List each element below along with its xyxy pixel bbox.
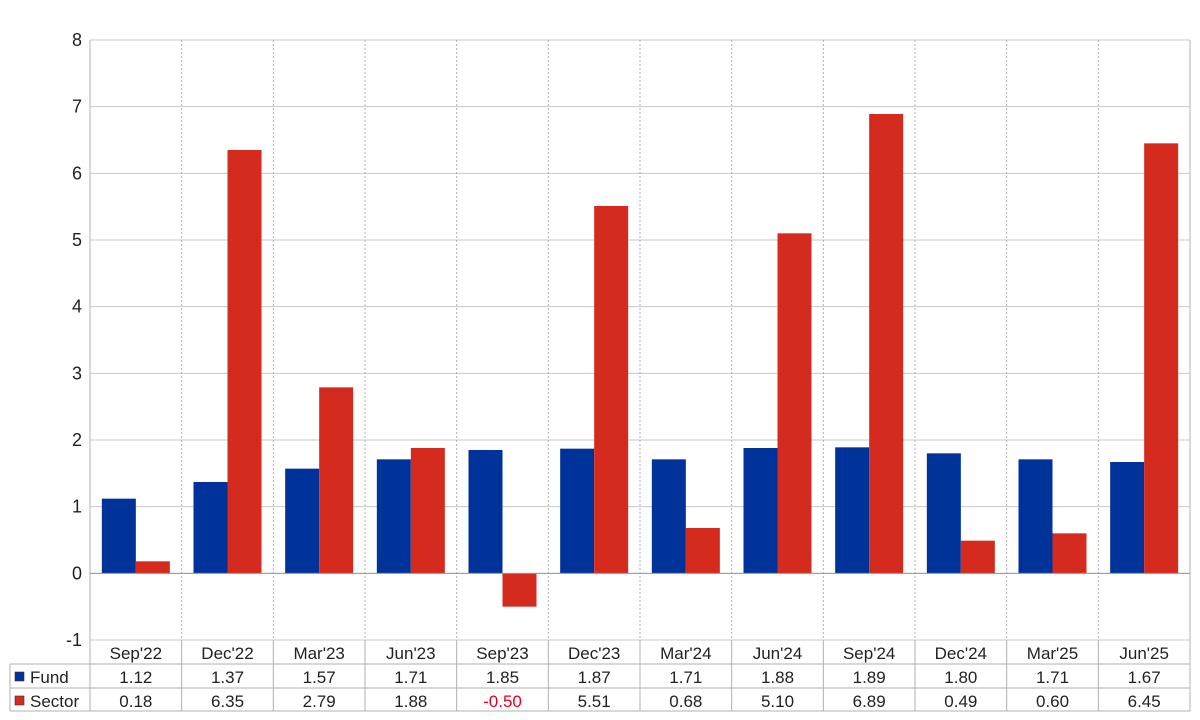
y-tick-label: 7	[72, 97, 82, 117]
x-tick-label: Sep'22	[110, 644, 162, 663]
sector-data-label: 1.88	[394, 692, 427, 711]
y-tick-label: 8	[72, 30, 82, 50]
y-tick-label: 2	[72, 430, 82, 450]
x-tick-label: Jun'23	[386, 644, 436, 663]
fund-bar	[835, 447, 870, 574]
legend-swatch-fund	[14, 671, 25, 682]
sector-data-label: 2.79	[303, 692, 336, 711]
x-tick-label: Dec'24	[935, 644, 987, 663]
fund-data-label: 1.89	[853, 668, 886, 687]
y-tick-label: 3	[72, 363, 82, 383]
y-tick-label: 1	[72, 497, 82, 517]
fund-bar	[1110, 462, 1145, 574]
x-tick-label: Jun'24	[753, 644, 803, 663]
fund-data-label: 1.71	[669, 668, 702, 687]
fund-bar	[101, 498, 136, 574]
sector-bar	[685, 528, 720, 574]
fund-bar	[468, 450, 503, 574]
sector-bar	[1144, 143, 1179, 574]
y-tick-label: -1	[66, 630, 82, 650]
sector-bar	[960, 540, 995, 574]
sector-data-label: 5.10	[761, 692, 794, 711]
legend-label-sector: Sector	[30, 692, 79, 711]
sector-bar	[502, 573, 537, 607]
fund-data-label: 1.67	[1128, 668, 1161, 687]
fund-data-label: 1.12	[119, 668, 152, 687]
x-tick-label: Dec'23	[568, 644, 620, 663]
sector-data-label: 0.18	[119, 692, 152, 711]
fund-bar	[193, 482, 228, 574]
fund-bar	[743, 448, 778, 574]
fund-data-label: 1.87	[578, 668, 611, 687]
sector-data-label: 0.60	[1036, 692, 1069, 711]
x-tick-label: Mar'25	[1027, 644, 1078, 663]
fund-bar	[560, 448, 595, 574]
sector-data-label: -0.50	[483, 692, 522, 711]
sector-data-label: 5.51	[578, 692, 611, 711]
sector-data-label: 6.89	[853, 692, 886, 711]
sector-data-label: 6.45	[1128, 692, 1161, 711]
fund-bar	[651, 459, 686, 574]
sector-bar	[777, 233, 812, 574]
x-tick-label: Dec'22	[201, 644, 253, 663]
y-tick-label: 6	[72, 163, 82, 183]
sector-bar	[227, 150, 262, 574]
sector-bar	[869, 114, 904, 574]
sector-bar	[319, 387, 354, 574]
x-tick-label: Mar'23	[293, 644, 344, 663]
y-tick-label: 0	[72, 563, 82, 583]
legend-label-fund: Fund	[30, 668, 69, 687]
fund-data-label: 1.37	[211, 668, 244, 687]
fund-bar	[1018, 459, 1053, 574]
sector-bar	[410, 448, 445, 574]
fund-bar	[285, 468, 320, 574]
y-tick-label: 4	[72, 297, 82, 317]
sector-data-label: 6.35	[211, 692, 244, 711]
fund-data-label: 1.85	[486, 668, 519, 687]
fund-data-label: 1.57	[303, 668, 336, 687]
sector-data-label: 0.68	[669, 692, 702, 711]
sector-bar	[135, 561, 170, 574]
x-tick-label: Mar'24	[660, 644, 711, 663]
sector-bar	[594, 206, 629, 574]
x-tick-label: Sep'23	[476, 644, 528, 663]
legend-swatch-sector	[14, 695, 25, 706]
fund-data-label: 1.71	[394, 668, 427, 687]
fund-bar	[926, 453, 961, 574]
fund-data-label: 1.71	[1036, 668, 1069, 687]
x-tick-label: Sep'24	[843, 644, 895, 663]
sector-data-label: 0.49	[944, 692, 977, 711]
fund-data-label: 1.80	[944, 668, 977, 687]
fund-data-label: 1.88	[761, 668, 794, 687]
x-tick-label: Jun'25	[1119, 644, 1169, 663]
fund-bar	[376, 459, 411, 574]
y-tick-label: 5	[72, 230, 82, 250]
sector-bar	[1052, 533, 1087, 574]
